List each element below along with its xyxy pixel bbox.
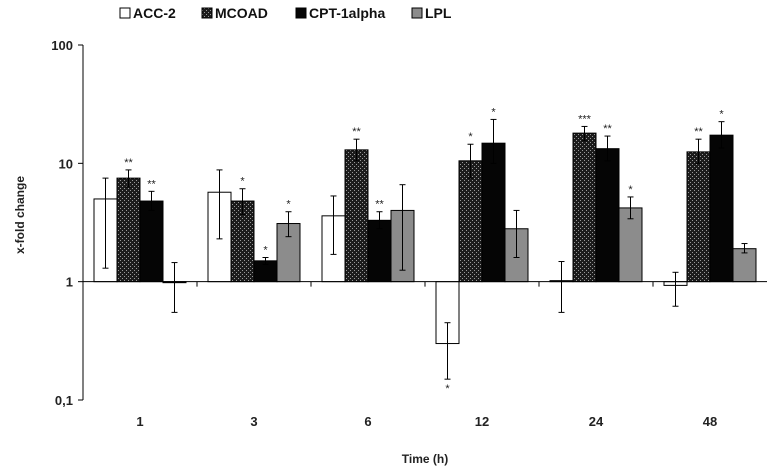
bars [93,132,757,345]
x-axis-title: Time (h) [402,452,448,466]
significance-star: ** [375,199,384,211]
significance-star: ** [124,157,133,169]
significance-star: * [468,131,473,143]
y-tick-label: 100 [51,38,73,53]
legend-swatch-mcoad [201,7,213,19]
legend-swatch-lpl [411,7,423,19]
bar-cpt-1alpha-48 [709,134,734,283]
legend-label-acc-2: ACC-2 [133,5,176,21]
significance-star: ** [603,123,612,135]
legend-label-mcoad: MCOAD [215,5,268,21]
significance-star: * [445,383,450,395]
x-axis-ticks: 1 3 6 12 24 48 [136,281,717,429]
y-axis-ticks: 0,1 1 10 100 [51,38,83,408]
significance-star: * [719,109,724,121]
bar-cpt-1alpha-6 [367,219,392,283]
y-tick-label: 10 [59,156,73,171]
significance-star: ** [694,126,703,138]
bar-cpt-1alpha-24 [595,148,620,283]
bar-cpt-1alpha-1 [139,200,164,283]
legend-swatch-cpt-1alpha [295,7,307,19]
significance-star: ** [147,178,156,190]
axes [82,45,767,400]
bar-lpl-48 [732,248,757,283]
y-tick-label: 0,1 [55,393,73,408]
x-tick-label: 12 [475,414,489,429]
x-tick-label: 24 [589,414,604,429]
legend-label-lpl: LPL [425,5,452,21]
bar-mcoad-6 [344,149,369,283]
y-tick-label: 1 [66,275,73,290]
significance-star: * [240,176,245,188]
bar-mcoad-1 [116,177,141,283]
significance-star: * [263,245,268,257]
legend-label-cpt-1alpha: CPT-1alpha [309,5,385,21]
significance-star: ** [352,126,361,138]
x-tick-label: 48 [703,414,717,429]
x-tick-label: 3 [250,414,257,429]
significance-star: * [628,184,633,196]
legend: ACC-2 MCOAD CPT-1alpha LPL [119,5,452,21]
significance-stars: ****** ***************** [124,106,724,395]
significance-star: * [286,199,291,211]
x-tick-label: 1 [136,414,143,429]
error-bars [102,118,748,380]
significance-star: *** [578,113,592,125]
legend-swatch-acc-2 [119,7,131,19]
y-axis-title: x-fold change [13,176,27,254]
significance-star: * [491,106,496,118]
bar-cpt-1alpha-12 [481,142,506,283]
bar-mcoad-24 [572,132,597,283]
bar-mcoad-48 [686,151,711,283]
bar-mcoad-12 [458,160,483,283]
x-tick-label: 6 [364,414,371,429]
